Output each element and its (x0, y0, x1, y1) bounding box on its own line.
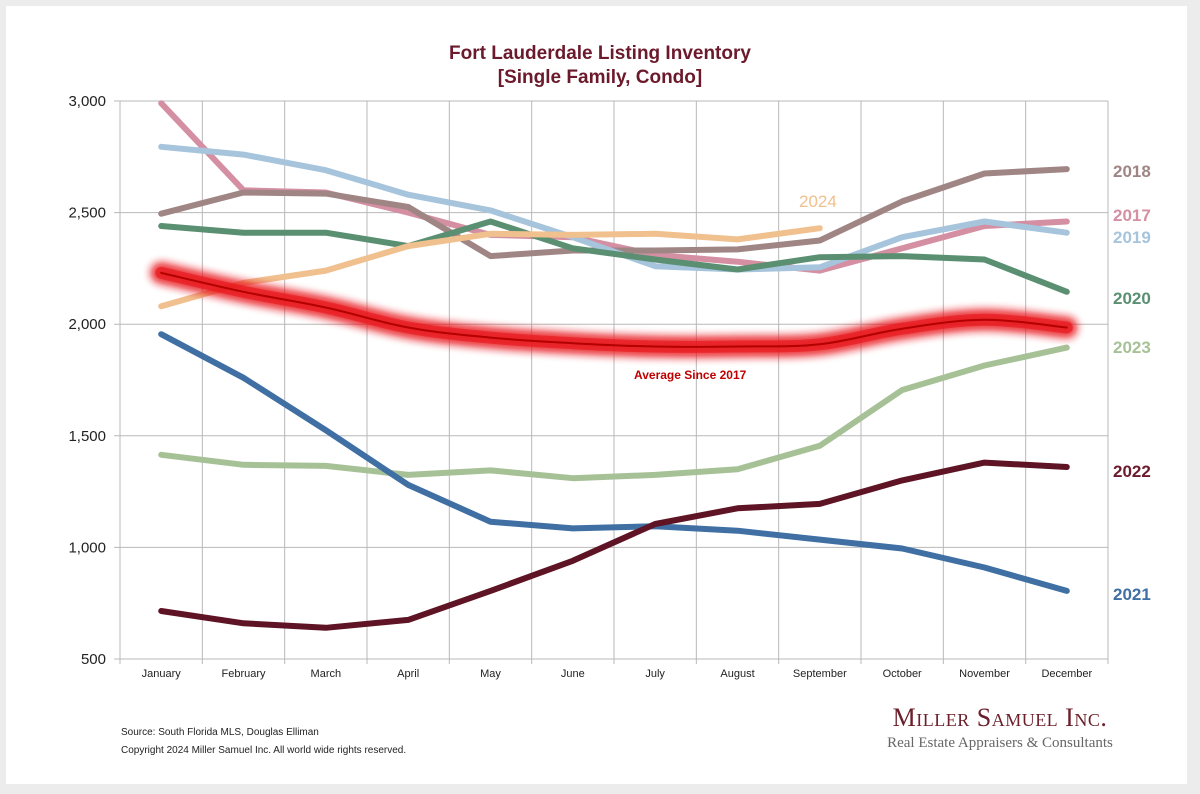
x-tick-label: February (221, 668, 266, 680)
x-tick-label: November (959, 668, 1010, 680)
x-axis: January February March April May June July Augu… (142, 668, 1093, 680)
copyright-text: Copyright 2024 Miller Samuel Inc. All wo… (121, 745, 407, 756)
series-lines (150, 100, 1078, 631)
source-text: Source: South Florida MLS, Douglas Ellim… (121, 727, 319, 738)
series-line-2022 (158, 459, 1070, 631)
x-tick-label: December (1041, 668, 1092, 680)
brand-logo: Miller Samuel Inc. Real Estate Appraiser… (860, 703, 1140, 753)
annotation-average: Average Since 2017 (634, 368, 747, 382)
series-label-2022: 2022 (1113, 462, 1151, 481)
series-label-2018: 2018 (1113, 162, 1151, 181)
x-tick-label: May (480, 668, 501, 680)
series-line-average-since-2017 (160, 271, 1068, 348)
y-tick-label: 3,000 (68, 93, 106, 110)
series-line-2020 (158, 218, 1070, 295)
x-tick-label: August (720, 668, 754, 680)
y-tick-label: 2,000 (68, 316, 106, 333)
series-label-2017: 2017 (1113, 206, 1151, 225)
series-line-2024 (158, 225, 823, 310)
series-label-2020: 2020 (1113, 289, 1151, 308)
x-tick-label: October (883, 668, 922, 680)
series-line-2021 (158, 331, 1070, 594)
series-label-2023: 2023 (1113, 338, 1151, 357)
chart-subtitle: [Single Family, Condo] (497, 67, 703, 88)
y-tick-label: 500 (81, 651, 106, 668)
brand-name: Miller Samuel Inc. (892, 703, 1108, 732)
series-label-2021: 2021 (1113, 585, 1151, 604)
x-tick-label: January (142, 668, 182, 680)
series-label-2019: 2019 (1113, 228, 1151, 247)
x-tick-label: September (793, 668, 847, 680)
x-tick-label: June (561, 668, 585, 680)
series-labels: 2018 2017 2019 2020 2023 2022 2021 2024 Average … (634, 162, 1151, 604)
y-tick-label: 1,500 (68, 428, 106, 445)
chart-title-main: Fort Lauderdale Listing Inventory (449, 43, 751, 64)
brand-tagline: Real Estate Appraisers & Consultants (887, 735, 1113, 751)
grid (114, 100, 1109, 664)
source-note: Source: South Florida MLS, Douglas Ellim… (121, 724, 406, 760)
chart-title: Fort Lauderdale Listing Inventory [Singl… (0, 42, 1200, 90)
x-tick-label: July (645, 668, 665, 680)
annotation-2024: 2024 (799, 192, 837, 211)
series-line-2023 (158, 344, 1070, 482)
y-tick-label: 2,500 (68, 205, 106, 222)
x-tick-label: March (311, 668, 342, 680)
y-tick-label: 1,000 (68, 539, 106, 556)
y-axis: 500 1,000 1,500 2,000 2,500 3,000 (68, 93, 106, 668)
x-tick-label: April (397, 668, 419, 680)
